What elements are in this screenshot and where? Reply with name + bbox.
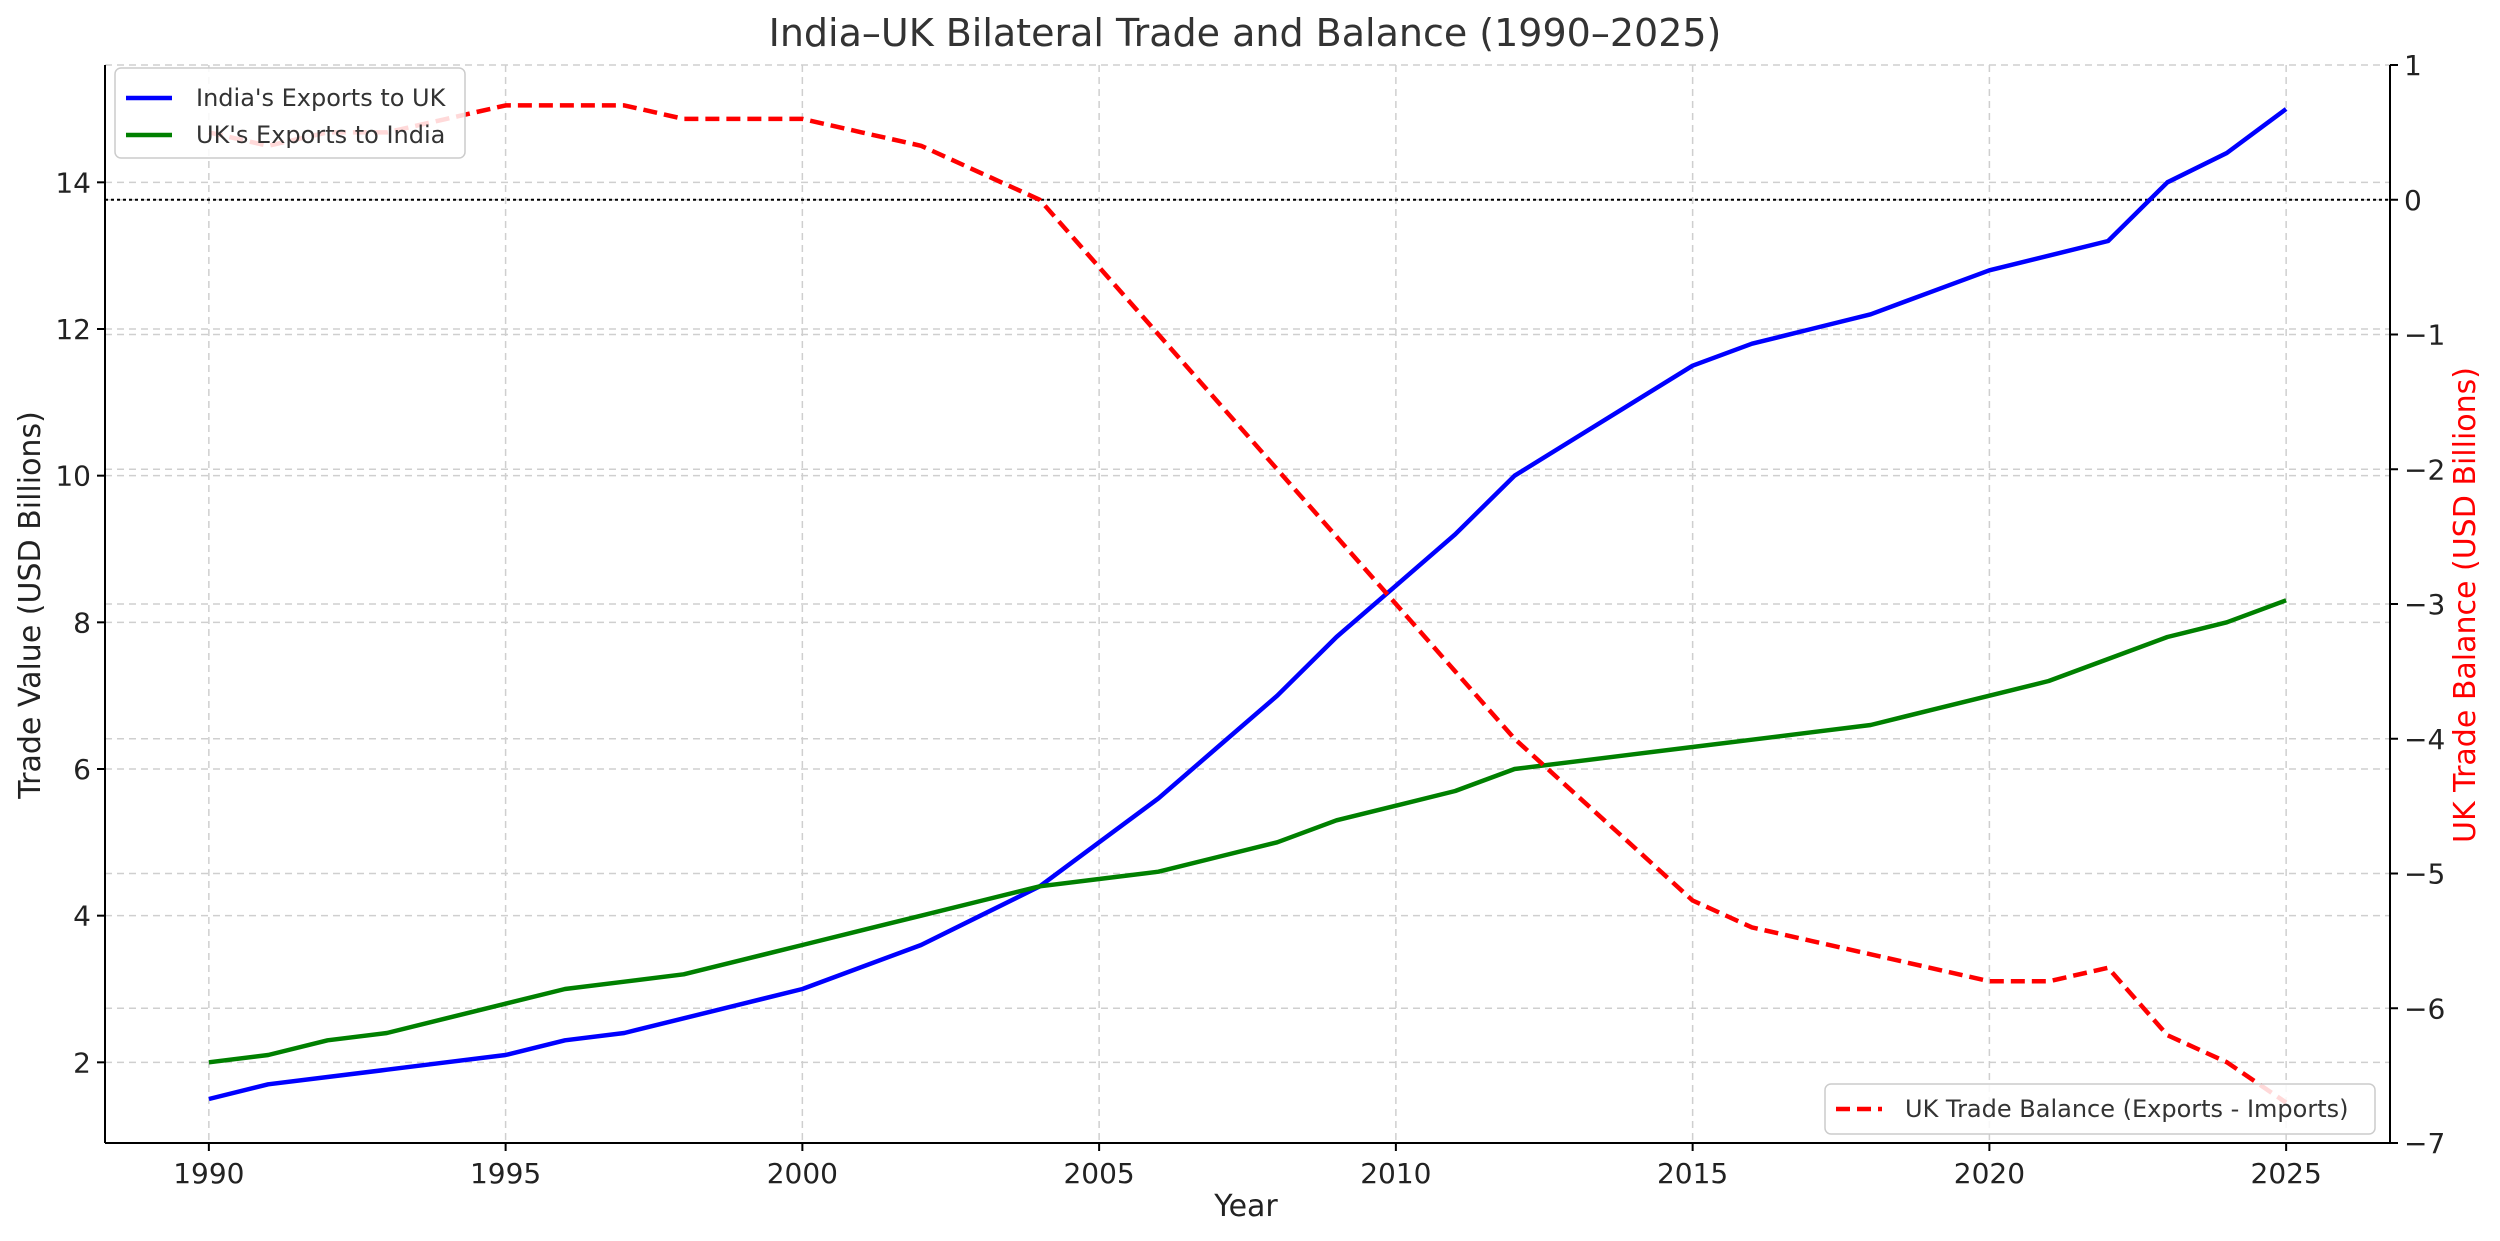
- y-tick-label: 14: [55, 166, 91, 199]
- x-tick-label: 2010: [1360, 1157, 1431, 1190]
- legend-label-trade-balance: UK Trade Balance (Exports - Imports): [1905, 1095, 2348, 1123]
- y-tick-label: 2: [73, 1046, 91, 1079]
- x-tick-label: 1995: [470, 1157, 541, 1190]
- legend-label-uk-exports: UK's Exports to India: [196, 121, 445, 149]
- y2-tick-label: 0: [2404, 184, 2422, 217]
- y-tick-label: 12: [55, 313, 91, 346]
- y-tick-label: 6: [73, 753, 91, 786]
- y2-tick-label: −2: [2404, 453, 2445, 486]
- series-line-3: [208, 103, 2288, 1105]
- y2-axis-label: UK Trade Balance (USD Billions): [2448, 367, 2483, 843]
- x-tick-label: 2015: [1657, 1157, 1728, 1190]
- tick-label-layer: 1990 1995 2000 2005 2010 2015 2020 202524681012…: [55, 49, 2445, 1190]
- legend-left-frame: [114, 67, 466, 159]
- y2-tick-label: −3: [2404, 588, 2445, 621]
- x-tick-label: 2005: [1063, 1157, 1134, 1190]
- x-tick-label: 2000: [767, 1157, 838, 1190]
- y-tick-label: 10: [55, 460, 91, 493]
- y2-tick-label: −5: [2404, 858, 2445, 891]
- y-tick-label: 4: [73, 900, 91, 933]
- y2-tick-label: 1: [2404, 49, 2422, 82]
- x-tick-label: 1990: [173, 1157, 244, 1190]
- y2-tick-label: −4: [2404, 723, 2445, 756]
- series-line-1: [208, 107, 2288, 1102]
- legend-right: UK Trade Balance (Exports - Imports): [1824, 1083, 2376, 1135]
- grid-layer: [105, 64, 2390, 1144]
- y-tick-label: 8: [73, 606, 91, 639]
- legend-label-india-exports: India's Exports to UK: [196, 84, 447, 112]
- y2-tick-label: −1: [2404, 319, 2445, 352]
- series-line-2: [208, 598, 2287, 1065]
- x-axis-label: Year: [1213, 1189, 1278, 1224]
- legend-right-frame: [1824, 1083, 2376, 1135]
- y2-tick-label: −7: [2404, 1127, 2445, 1160]
- y-axis-label: Trade Value (USD Billions): [13, 411, 48, 800]
- legend-left: India's Exports to UK UK's Exports to In…: [114, 67, 466, 159]
- y2-tick-label: −6: [2404, 992, 2445, 1025]
- axes-layer: [97, 64, 2398, 1151]
- series-layer: [208, 103, 2288, 1105]
- x-tick-label: 2025: [2251, 1157, 2322, 1190]
- chart-title: India–UK Bilateral Trade and Balance (19…: [769, 11, 1722, 55]
- x-tick-label: 2020: [1954, 1157, 2025, 1190]
